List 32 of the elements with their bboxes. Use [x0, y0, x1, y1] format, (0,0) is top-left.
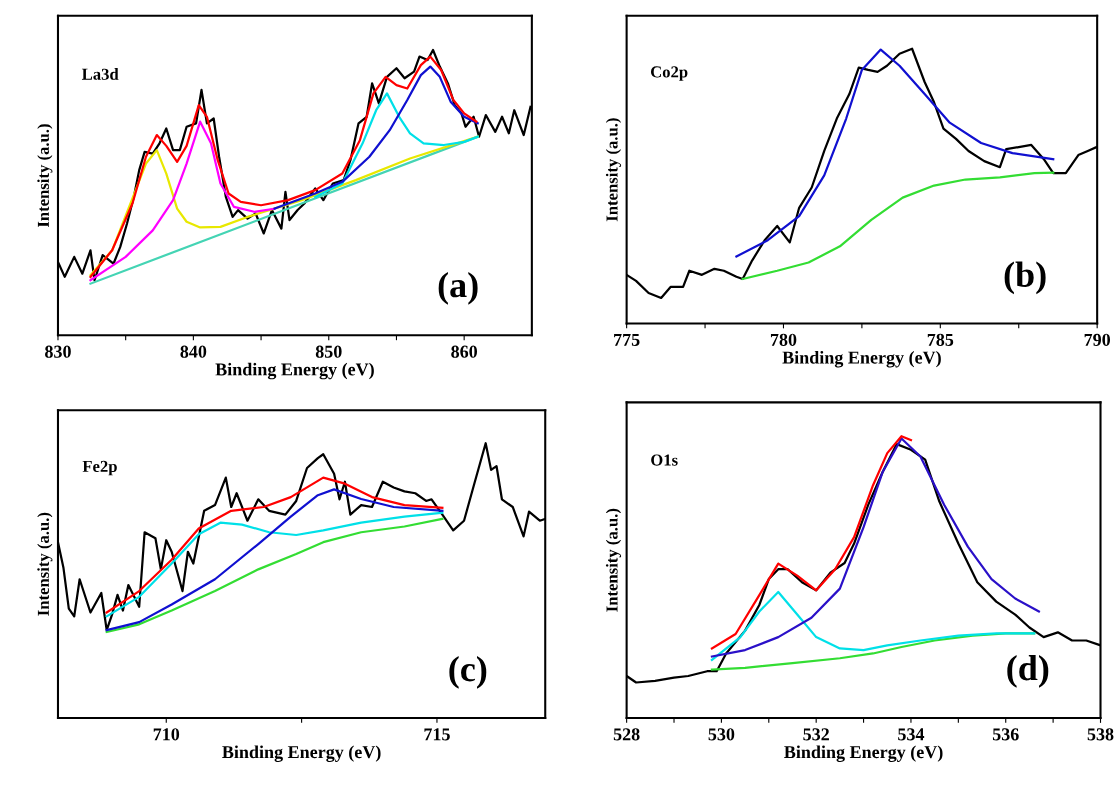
x-tick-label: 528 — [613, 728, 640, 741]
annotation: (d) — [1007, 655, 1049, 688]
y-axis-title: Intensity (a.u.) — [605, 118, 622, 222]
y-axis-title: Intensity (a.u.) — [37, 512, 53, 616]
x-tick-label: 534 — [898, 728, 925, 741]
x-tick-label: 850 — [315, 345, 342, 358]
x-tick-label: 715 — [424, 728, 450, 741]
y-axis-title: Intensity (a.u.) — [37, 124, 53, 228]
x-axis-title: Binding Energy (eV) — [215, 362, 374, 380]
y-axis-title: Intensity (a.u.) — [605, 508, 622, 612]
x-axis-title: Binding Energy (eV) — [782, 350, 941, 368]
x-tick-label: 536 — [992, 728, 1019, 741]
annotation: Fe2p — [82, 460, 117, 476]
x-tick-label: 785 — [927, 333, 954, 346]
x-tick-label: 830 — [45, 345, 71, 358]
x-tick-label: 860 — [451, 345, 478, 358]
annotation: Co2p — [650, 66, 688, 81]
x-axis-title: Binding Energy (eV) — [222, 745, 381, 762]
x-tick-label: 790 — [1084, 333, 1111, 346]
x-tick-label: 530 — [708, 728, 735, 741]
annotation: La3d — [81, 68, 119, 80]
x-tick-label: 532 — [803, 728, 829, 741]
x-tick-label: 775 — [614, 333, 640, 346]
annotation: (c) — [449, 656, 487, 689]
x-axis-title: Binding Energy (eV) — [784, 745, 943, 762]
x-tick-label: 840 — [180, 345, 207, 358]
annotation: (b) — [1004, 261, 1046, 295]
x-tick-label: 710 — [153, 728, 180, 741]
x-tick-label: 780 — [770, 333, 797, 346]
annotation: (a) — [438, 271, 478, 305]
x-tick-label: 538 — [1087, 728, 1114, 741]
annotation: O1s — [651, 454, 678, 466]
